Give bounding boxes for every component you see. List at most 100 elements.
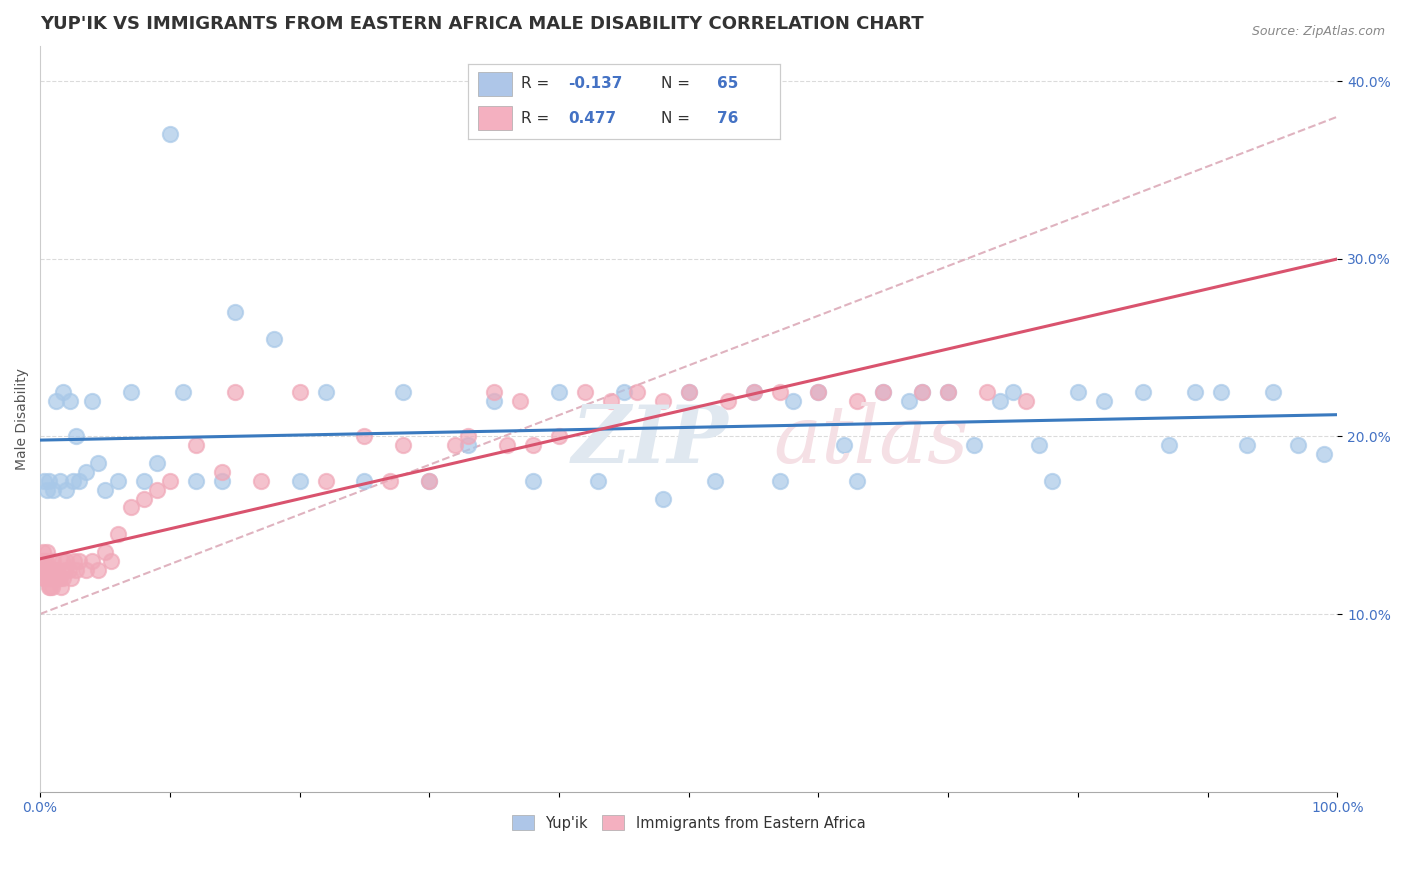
Text: Source: ZipAtlas.com: Source: ZipAtlas.com [1251,25,1385,38]
Point [288,474,311,488]
Point [768,474,790,488]
Point [87,456,110,470]
Point [46,572,69,586]
Point [107,527,129,541]
Point [32,474,55,488]
Point [651,491,673,506]
Point [457,429,479,443]
Point [418,474,440,488]
Point [315,384,337,399]
Point [1313,447,1336,461]
Point [46,563,69,577]
Point [509,393,531,408]
Point [936,384,959,399]
Point [58,563,80,577]
Point [1040,474,1063,488]
Point [936,384,959,399]
Point [1184,384,1206,399]
Point [65,429,87,443]
Point [717,393,740,408]
Point [353,429,375,443]
Point [380,474,402,488]
Point [45,572,67,586]
Point [60,572,83,586]
Point [353,474,375,488]
Point [963,438,986,452]
Y-axis label: Male Disability: Male Disability [15,368,30,470]
Point [49,580,72,594]
Point [75,465,97,479]
Point [1288,438,1310,452]
Point [1209,384,1232,399]
Point [80,393,103,408]
Point [32,572,55,586]
Point [846,393,869,408]
Point [211,474,233,488]
Point [59,393,82,408]
Point [457,438,479,452]
Point [586,474,609,488]
Point [65,563,87,577]
Point [911,384,934,399]
Point [911,384,934,399]
Point [834,438,856,452]
Point [34,563,56,577]
Point [159,128,181,142]
Point [184,438,207,452]
Point [898,393,921,408]
Point [51,554,73,568]
Point [39,572,62,586]
Point [224,305,246,319]
Point [37,563,59,577]
Point [1261,384,1284,399]
Point [87,563,110,577]
Point [48,474,70,488]
Point [38,580,60,594]
Point [55,483,77,497]
Point [120,500,142,515]
Point [44,563,66,577]
Point [80,554,103,568]
Point [988,393,1011,408]
Point [45,393,67,408]
Point [742,384,765,399]
Point [37,572,59,586]
Point [34,572,56,586]
Point [41,580,63,594]
Point [807,384,830,399]
Point [703,474,725,488]
Point [678,384,700,399]
Point [30,554,52,568]
Point [35,483,58,497]
Point [392,384,415,399]
Point [159,474,181,488]
Point [1132,384,1154,399]
Point [31,563,53,577]
Point [651,393,673,408]
Point [1092,393,1115,408]
Point [807,384,830,399]
Point [613,384,636,399]
Point [35,545,58,559]
Point [574,384,596,399]
Point [872,384,894,399]
Point [315,474,337,488]
Point [782,393,804,408]
Point [100,554,122,568]
Point [146,456,169,470]
Point [392,438,415,452]
Point [42,483,65,497]
Point [42,554,65,568]
Point [288,384,311,399]
Point [52,384,75,399]
Point [249,474,271,488]
Point [75,563,97,577]
Point [768,384,790,399]
Point [132,474,155,488]
Point [263,332,285,346]
Point [1236,438,1258,452]
Point [107,474,129,488]
Point [38,572,60,586]
Point [678,384,700,399]
Point [41,563,63,577]
